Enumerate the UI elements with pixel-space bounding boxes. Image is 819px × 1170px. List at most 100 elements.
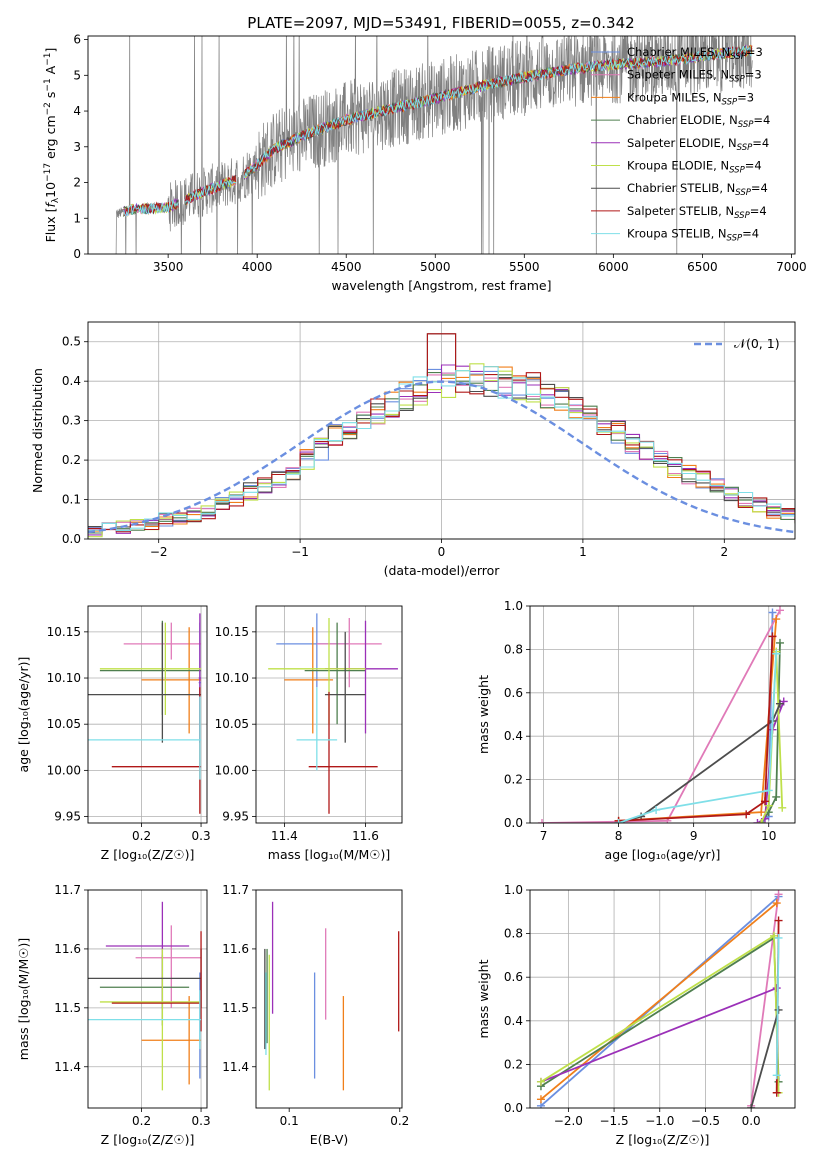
series-point (774, 933, 783, 942)
legend-label: Kroupa MILES, NSSP=3 (627, 90, 754, 107)
x-tick-label: 11.6 (352, 829, 379, 843)
errorbar-salpeter-miles (135, 925, 202, 1008)
axes-frame (87, 605, 208, 824)
x-tick-label: 3500 (153, 260, 184, 274)
series-point (536, 1095, 545, 1104)
series-line-chabrier-stelib (750, 1009, 780, 1108)
axes-frame (87, 35, 796, 255)
series-point (747, 1104, 756, 1108)
y-axis-label-part: A (43, 65, 58, 78)
x-tick-label: 2 (720, 545, 728, 559)
histogram-chabrier-elodie (88, 372, 795, 534)
legend-label-tail: =4 (742, 227, 759, 241)
series-line-salpeter-stelib (618, 636, 774, 822)
legend-label-text: Kroupa STELIB, N (627, 227, 727, 241)
x-tick-label: 8 (615, 829, 623, 843)
x-tick-label: 6000 (598, 260, 629, 274)
x-tick-label: 10 (761, 829, 776, 843)
errorbar-salpeter-elodie (105, 901, 190, 1008)
y-axis-label-part: −2 (43, 102, 53, 115)
series-point (775, 699, 784, 708)
figure-panels: 3500 4000 4500 5000 5500 6000 6500 7000 0 1 2 3 4 5 6 w… (16, 33, 807, 1147)
legend-label: Chabrier STELIB, NSSP=4 (627, 181, 768, 198)
legend-label-text: Salpeter MILES, N (627, 68, 729, 82)
y-tick-label: 11.4 (222, 1060, 249, 1074)
y-tick-label: 1 (73, 211, 81, 225)
series-point (774, 890, 783, 899)
legend-label: Kroupa ELODIE, NSSP=4 (627, 159, 762, 176)
y-tick-label: 10.15 (47, 625, 81, 639)
plot-area (538, 606, 788, 823)
y-tick-label: 0.4 (62, 374, 81, 388)
panel-residuals: −2 −1 0 1 2 0.0 0.1 0.2 0.3 0.4 0.5 (data-model)/er… (30, 321, 796, 578)
series-point (757, 808, 766, 817)
series-point (536, 1077, 545, 1086)
x-tick-label: 5500 (509, 260, 540, 274)
errorbar-kroupa-stelib (296, 687, 338, 771)
legend-label-text: Chabrier STELIB, N (627, 181, 735, 195)
x-tick-label: −2 (150, 545, 168, 559)
y-tick-label: 0.2 (504, 1057, 523, 1071)
x-tick-label: 7000 (776, 260, 807, 274)
x-tick-label: 0.1 (280, 1114, 299, 1128)
legend-label-tail: =3 (737, 90, 754, 104)
series-point (778, 803, 787, 812)
legend-label-sub: SSP (729, 166, 745, 176)
series-point (614, 819, 623, 823)
y-axis-label: mass weight (476, 675, 491, 754)
y-tick-label: 9.95 (54, 810, 81, 824)
y-axis-label: Normed distribution (30, 368, 45, 493)
histogram-kroupa-elodie (88, 363, 795, 538)
y-tick-label: 10.15 (215, 625, 249, 639)
y-tick-label: 0.6 (504, 686, 523, 700)
x-tick-label: −1 (291, 545, 309, 559)
series-line-salpeter-miles (750, 894, 780, 1106)
legend-label: Chabrier MILES, NSSP=3 (627, 45, 763, 62)
y-tick-label: 2 (73, 176, 81, 190)
x-tick-label: 6500 (687, 260, 718, 274)
legend-label-tail: =3 (746, 45, 763, 59)
y-tick-label: 4 (73, 104, 81, 118)
series-point (768, 632, 777, 641)
x-tick-label: 0.2 (132, 1114, 151, 1128)
y-tick-label: 11.5 (222, 1001, 249, 1015)
series-point (764, 786, 773, 795)
legend-label-sub: SSP (735, 188, 751, 198)
y-tick-label: 0 (73, 247, 81, 261)
series-line-chabrier-stelib (618, 703, 781, 823)
y-axis-label-part: s (43, 92, 58, 103)
axes-frame (529, 605, 796, 824)
errorbar-salpeter-elodie (324, 620, 398, 734)
errorbar-kroupa-stelib (88, 696, 202, 780)
x-tick-label: 9 (690, 829, 698, 843)
legend-label-tail: =4 (753, 113, 770, 127)
y-tick-label: 11.7 (54, 883, 81, 897)
x-axis-label: Z [log₁₀(Z/Z☉)] (101, 847, 195, 862)
x-tick-label: −1.5 (599, 1114, 628, 1128)
series-point (772, 1088, 781, 1097)
series-point (772, 615, 781, 624)
legend-label-sub: SSP (738, 120, 754, 130)
legend-label-tail: =3 (745, 68, 762, 82)
x-axis-label: age [log₁₀(age/yr)] (605, 847, 721, 862)
axes-frame (87, 889, 208, 1109)
y-axis-label-part: Flux [ (43, 208, 58, 243)
series-point (772, 649, 781, 658)
legend-label: 𝒩(0, 1) (734, 336, 780, 351)
y-axis-label-part: ] (43, 48, 58, 53)
y-tick-label: 1.0 (504, 599, 523, 613)
panel-age-vs-Z: 0.2 0.3 9.95 10.00 10.05 10.10 10.15 Z [log₁₀(Z… (16, 605, 211, 862)
y-tick-label: 10.10 (47, 671, 81, 685)
y-tick-label: 11.6 (54, 942, 81, 956)
y-tick-label: 10.05 (47, 717, 81, 731)
y-tick-label: 0.4 (504, 1014, 523, 1028)
legend-label-sub: SSP (734, 211, 750, 221)
legend-label-sub: SSP (722, 97, 738, 107)
x-tick-label: 0.3 (192, 829, 211, 843)
x-tick-label: −1.0 (645, 1114, 674, 1128)
y-tick-label: 1.0 (504, 883, 523, 897)
errorbar-chabrier-elodie (304, 622, 366, 725)
panel-mass-vs-Z: 0.2 0.3 11.4 11.5 11.6 11.7 Z [log₁₀(Z/Z☉)] mas… (16, 883, 211, 1147)
y-tick-label: 0.2 (504, 773, 523, 787)
